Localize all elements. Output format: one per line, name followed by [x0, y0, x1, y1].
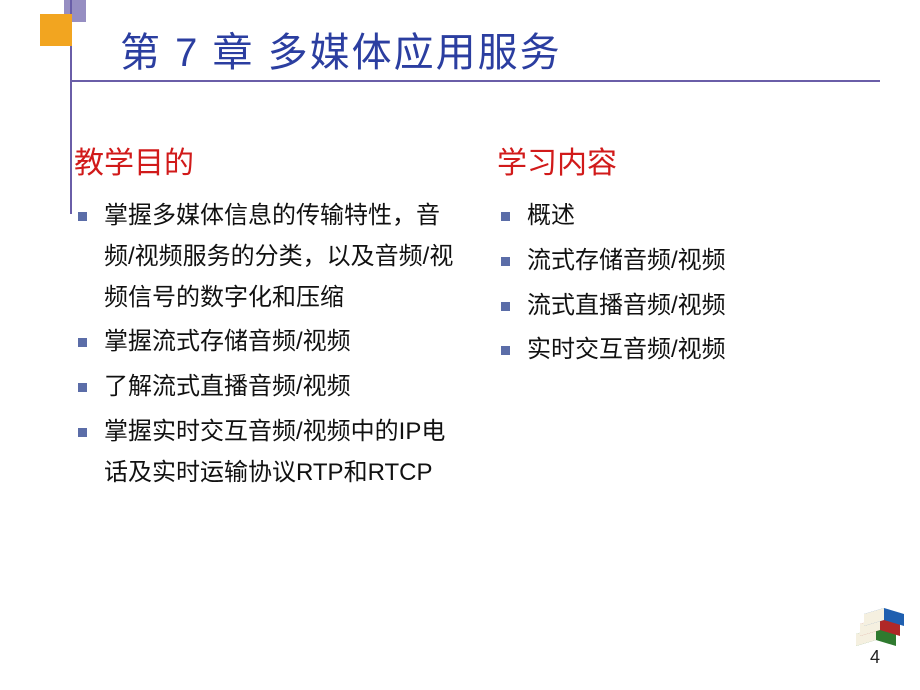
right-column: 学习内容 概述 流式存储音频/视频 流式直播音频/视频 实时交互音频/视频 [497, 138, 880, 498]
list-item: 掌握多媒体信息的传输特性，音频/视频服务的分类，以及音频/视频信号的数字化和压缩 [74, 196, 457, 318]
list-item: 掌握流式存储音频/视频 [74, 322, 457, 363]
list-item: 实时交互音频/视频 [497, 330, 880, 371]
left-list: 掌握多媒体信息的传输特性，音频/视频服务的分类，以及音频/视频信号的数字化和压缩… [74, 196, 457, 494]
left-column: 教学目的 掌握多媒体信息的传输特性，音频/视频服务的分类，以及音频/视频信号的数… [74, 138, 457, 498]
list-item: 掌握实时交互音频/视频中的IP电话及实时运输协议RTP和RTCP [74, 412, 457, 494]
books-icon [850, 600, 906, 654]
slide-title: 第 7 章 多媒体应用服务 [120, 20, 880, 78]
list-item: 流式直播音频/视频 [497, 286, 880, 327]
list-item: 流式存储音频/视频 [497, 241, 880, 282]
list-item: 概述 [497, 196, 880, 237]
title-decoration [40, 0, 72, 46]
list-item: 了解流式直播音频/视频 [74, 367, 457, 408]
left-heading: 教学目的 [74, 138, 457, 182]
right-list: 概述 流式存储音频/视频 流式直播音频/视频 实时交互音频/视频 [497, 196, 880, 371]
title-underline [70, 80, 880, 82]
slide-title-wrap: 第 7 章 多媒体应用服务 [120, 20, 880, 78]
right-heading: 学习内容 [497, 138, 880, 182]
decor-square-orange [40, 14, 72, 46]
slide-content: 教学目的 掌握多媒体信息的传输特性，音频/视频服务的分类，以及音频/视频信号的数… [74, 138, 880, 498]
